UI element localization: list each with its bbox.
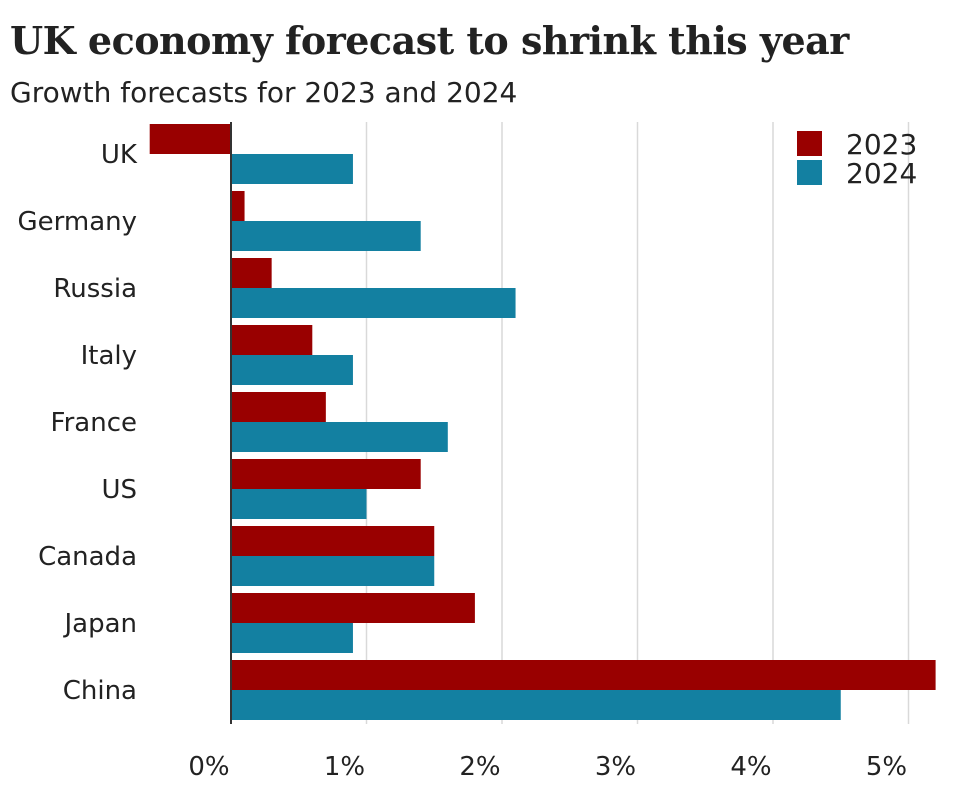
x-tick-label: 1% <box>324 752 365 782</box>
category-label-italy: Italy <box>81 341 137 371</box>
bars <box>149 124 936 720</box>
chart-title: UK economy forecast to shrink this year <box>10 18 849 63</box>
bar-russia-2023 <box>231 258 272 288</box>
bar-us-2023 <box>231 459 421 489</box>
legend-label-2024: 2024 <box>846 157 917 190</box>
category-label-us: US <box>101 475 137 505</box>
labels: 0% 1% 2% 3% 4% 5% UK Germany Russia Italy France US… <box>17 140 907 782</box>
bar-uk-2024 <box>231 154 353 184</box>
category-label-russia: Russia <box>53 274 137 304</box>
bar-uk-2023 <box>149 124 231 154</box>
category-label-japan: Japan <box>62 609 137 639</box>
category-label-canada: Canada <box>38 542 137 572</box>
x-tick-label: 2% <box>459 752 500 782</box>
category-label-france: France <box>51 408 137 438</box>
bar-canada-2024 <box>231 556 435 586</box>
x-tick-label: 3% <box>595 752 636 782</box>
x-tick-label: 5% <box>866 752 907 782</box>
bar-us-2024 <box>231 489 367 519</box>
bar-japan-2024 <box>231 623 353 653</box>
legend-swatch-2024 <box>797 160 822 185</box>
bar-china-2023 <box>231 660 936 690</box>
bar-canada-2023 <box>231 526 435 556</box>
legend-label-2023: 2023 <box>846 128 917 161</box>
category-label-uk: UK <box>101 140 138 170</box>
bar-russia-2024 <box>231 288 516 318</box>
bar-germany-2023 <box>231 191 245 221</box>
bar-germany-2024 <box>231 221 421 251</box>
bar-japan-2023 <box>231 593 475 623</box>
x-tick-label: 4% <box>730 752 771 782</box>
chart-subtitle: Growth forecasts for 2023 and 2024 <box>10 76 518 109</box>
category-label-germany: Germany <box>17 207 137 237</box>
category-label-china: China <box>63 676 137 706</box>
legend-swatch-2023 <box>797 131 822 156</box>
x-tick-label: 0% <box>188 752 229 782</box>
bar-china-2024 <box>231 690 841 720</box>
bar-italy-2023 <box>231 325 313 355</box>
bar-france-2024 <box>231 422 448 452</box>
bar-france-2023 <box>231 392 326 422</box>
bar-italy-2024 <box>231 355 353 385</box>
